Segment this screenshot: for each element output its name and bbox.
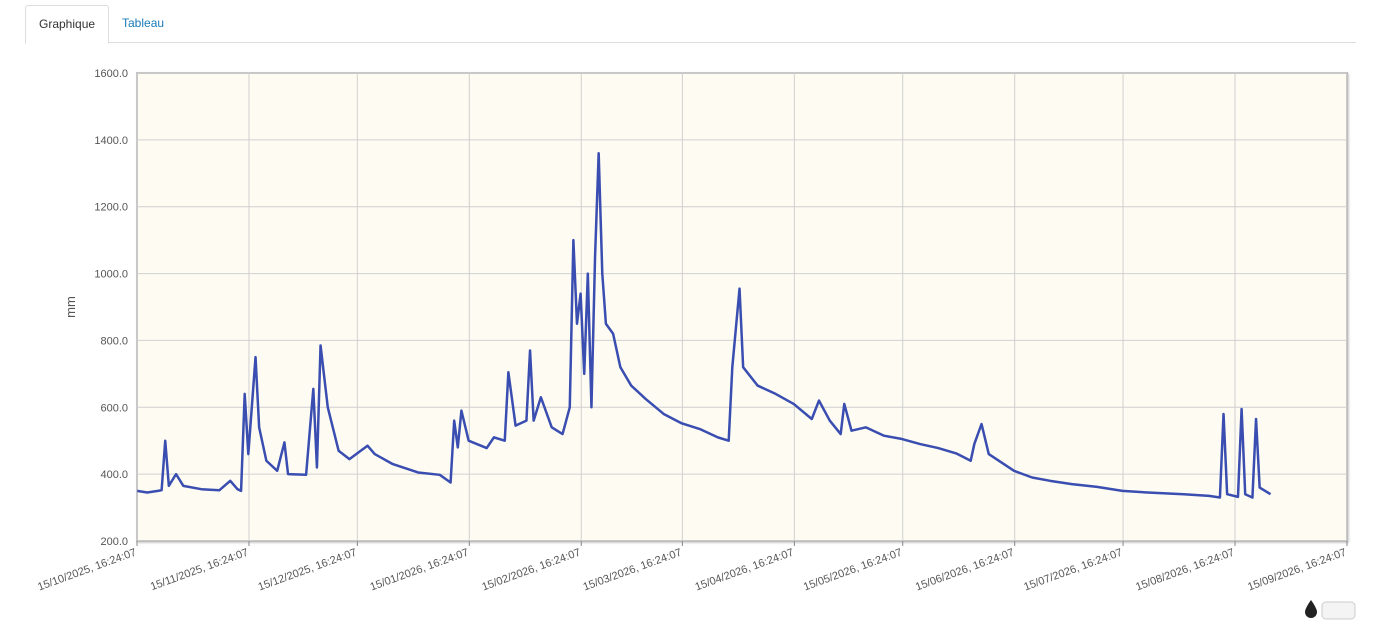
y-tick-label: 1200.0 <box>94 202 128 214</box>
tab-bar: Graphique Tableau <box>25 5 1356 44</box>
y-tick-label: 200.0 <box>100 536 128 548</box>
x-tick-label: 15/12/2025, 16:24:07 <box>257 547 359 594</box>
y-tick-label: 1000.0 <box>94 269 128 281</box>
x-tick-label: 15/09/2026, 16:24:07 <box>1246 547 1348 594</box>
x-tick-label: 15/10/2025, 16:24:07 <box>36 547 138 594</box>
data-line <box>137 151 1272 499</box>
x-tick-label: 15/01/2026, 16:24:07 <box>369 547 471 594</box>
x-tick-label: 15/05/2026, 16:24:07 <box>802 547 904 594</box>
x-tick-label: 15/06/2026, 16:24:07 <box>914 547 1016 594</box>
y-tick-label: 800.0 <box>100 335 128 347</box>
x-tick-label: 15/11/2025, 16:24:07 <box>149 547 250 594</box>
y-axis-label: mm <box>63 296 78 318</box>
drop-icon[interactable] <box>1305 600 1317 618</box>
y-tick-label: 1400.0 <box>94 135 128 147</box>
tab[interactable]: Tableau <box>122 16 165 30</box>
toggle[interactable] <box>1321 601 1356 620</box>
y-tick-label: 1600.0 <box>94 68 128 80</box>
tab[interactable]: Graphique <box>25 5 110 44</box>
x-tick-label: 15/02/2026, 16:24:07 <box>480 547 582 594</box>
x-tick-label: 15/04/2026, 16:24:07 <box>694 547 796 594</box>
x-tick-label: 15/03/2026, 16:24:07 <box>582 547 684 594</box>
x-tick-label: 15/08/2026, 16:24:07 <box>1134 547 1236 594</box>
plot-area <box>136 72 1348 542</box>
x-tick-label: 15/07/2026, 16:24:07 <box>1022 547 1124 594</box>
y-tick-label: 400.0 <box>100 469 128 481</box>
y-tick-label: 600.0 <box>100 402 128 414</box>
